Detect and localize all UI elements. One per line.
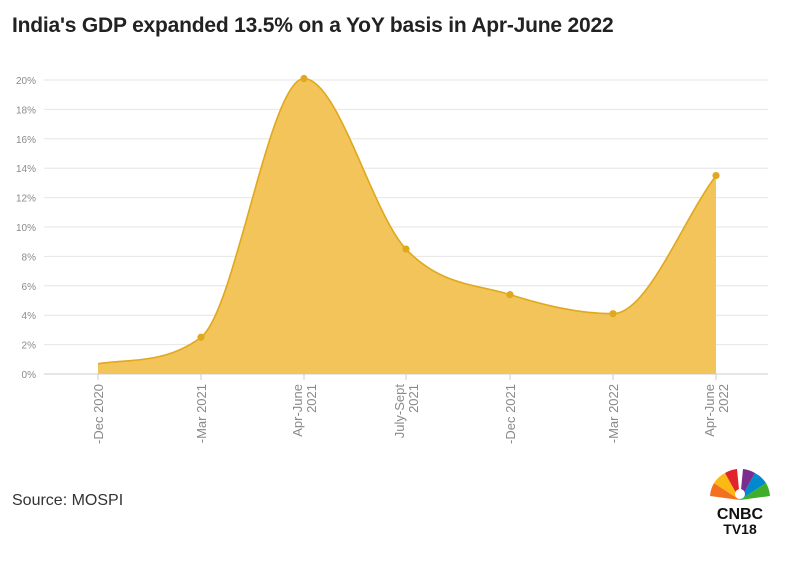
x-tick-text: -Dec 2020 [91,384,106,444]
logo-line1: CNBC [717,506,764,523]
y-tick-label: 12% [16,194,36,205]
y-tick-label: 0% [22,370,37,381]
y-tick-label: 20% [16,76,36,87]
area-fill [98,78,716,374]
x-tick-text: Apr-June [290,384,305,437]
x-axis-ticks: -Dec 2020 -Mar 2021 Apr-June 2021 July-Sept 2… [91,374,731,444]
data-markers [197,74,720,341]
x-tick-label: -Dec 2020 [91,384,106,444]
cnbc-tv18-logo: CNBC TV18 [710,469,770,537]
y-tick-label: 14% [16,164,36,175]
x-tick-label: Apr-June 2022 [702,384,731,437]
x-tick-text: 2021 [304,384,319,413]
y-tick-label: 10% [16,223,36,234]
x-tick-label: -Dec 2021 [503,384,518,444]
chart-title: India's GDP expanded 13.5% on a YoY basi… [12,14,614,37]
y-tick-label: 2% [22,341,37,352]
data-point [402,245,410,253]
y-tick-label: 4% [22,311,37,322]
x-tick-label: -Mar 2022 [606,384,621,443]
area-series [97,77,717,374]
x-tick-label: July-Sept 2021 [392,384,421,439]
x-tick-text: -Mar 2022 [606,384,621,443]
x-tick-label: Apr-June 2021 [290,384,319,437]
data-point [609,310,617,318]
x-tick-text: Apr-June [702,384,717,437]
y-tick-label: 16% [16,135,36,146]
y-tick-label: 8% [22,252,37,263]
x-tick-text: July-Sept [392,384,407,439]
data-point [712,171,720,180]
data-point [300,74,308,83]
y-tick-label: 18% [16,105,36,116]
gdp-area-chart: 0% 2% 4% 6% 8% 10% 12% 14% 16% 18% 20% -Dec 2020 -M… [16,74,768,444]
x-tick-text: 2021 [406,384,421,413]
data-point [506,291,514,299]
logo-line2: TV18 [723,521,757,537]
peacock-icon [710,469,770,500]
x-tick-text: -Mar 2021 [194,384,209,443]
data-point [197,333,205,341]
y-tick-label: 6% [22,282,37,293]
source-note: Source: MOSPI [12,492,124,509]
y-axis-ticks: 0% 2% 4% 6% 8% 10% 12% 14% 16% 18% 20% [16,76,36,381]
x-tick-text: -Dec 2021 [503,384,518,444]
x-tick-label: -Mar 2021 [194,384,209,443]
x-tick-text: 2022 [716,384,731,413]
